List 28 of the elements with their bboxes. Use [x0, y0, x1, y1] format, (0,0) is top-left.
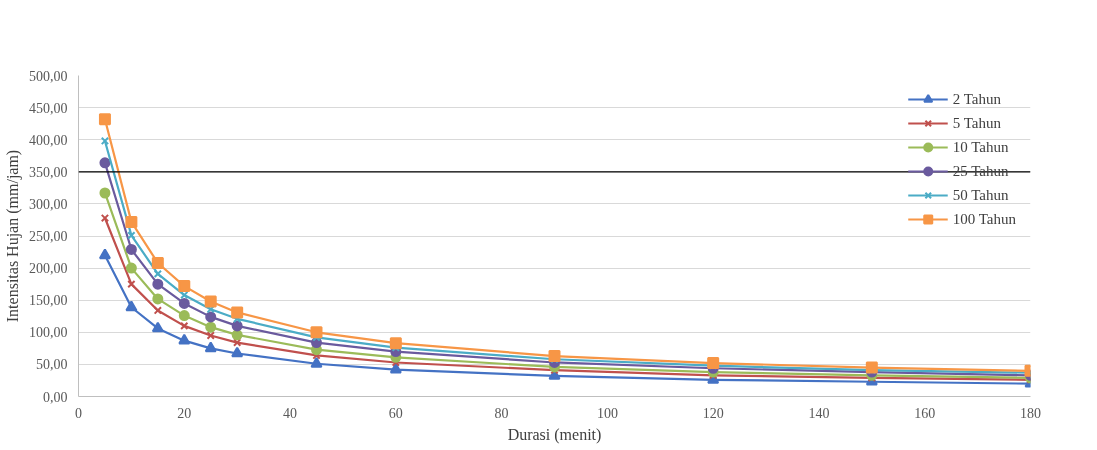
y-tick-label: 200,00 [29, 261, 68, 277]
y-tick-label: 450,00 [29, 100, 68, 116]
y-tick-label: 300,00 [29, 196, 68, 212]
legend-label: 50 Tahun [952, 186, 1009, 204]
legend-label: 5 Tahun [952, 114, 1001, 132]
x-tick-label: 160 [914, 405, 936, 421]
x-tick-label: 120 [702, 405, 724, 421]
y-tick-label: 400,00 [29, 132, 68, 148]
y-axis-title: Intensitas Hujan (mm/jam) [4, 149, 22, 323]
y-tick-label: 350,00 [29, 164, 68, 180]
x-tick-label: 180 [1020, 405, 1041, 421]
y-tick-label: 50,00 [36, 357, 68, 373]
y-tick-label: 250,00 [29, 229, 68, 244]
x-axis-title: Durasi (menit) [507, 425, 602, 444]
x-tick-label: 40 [283, 405, 298, 421]
y-tick-label: 100,00 [29, 325, 68, 341]
x-tick-label: 140 [808, 405, 830, 421]
legend-label: 2 Tahun [952, 90, 1001, 108]
y-tick-label: 500,00 [29, 68, 68, 84]
x-tick-label: 0 [75, 405, 82, 421]
x-tick-label: 80 [494, 405, 509, 421]
x-tick-label: 20 [177, 405, 192, 421]
y-tick-label: 150,00 [29, 293, 68, 309]
legend-label: 100 Tahun [952, 210, 1016, 228]
y-tick-label: 0,00 [43, 389, 68, 405]
x-tick-label: 100 [596, 405, 618, 421]
x-tick-label: 60 [388, 405, 403, 421]
legend-label: 10 Tahun [952, 138, 1009, 156]
